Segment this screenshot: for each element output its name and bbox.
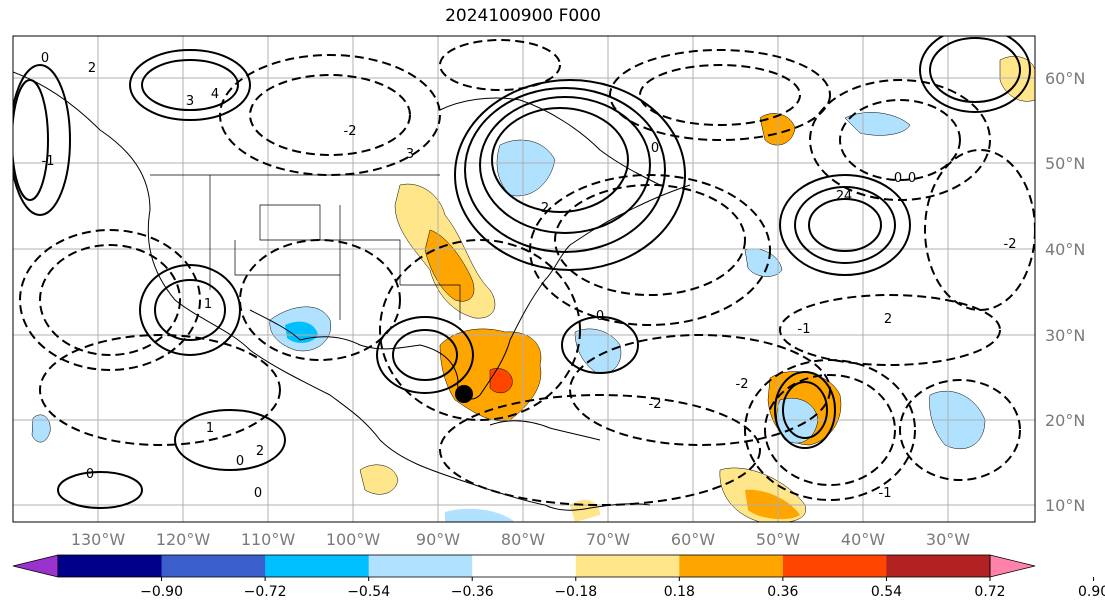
contour-label: 4 bbox=[844, 189, 852, 204]
contour-label: -1 bbox=[879, 486, 892, 501]
positive-anomaly-south-atlantic-core bbox=[745, 489, 800, 520]
storm-center-marker bbox=[455, 385, 473, 403]
contour-label: 0 bbox=[894, 171, 902, 186]
colorbar-extend-low bbox=[12, 554, 59, 578]
contour-label: 0 bbox=[86, 467, 94, 482]
positive-anomaly-florida bbox=[489, 368, 513, 394]
contour-label: 3 bbox=[186, 94, 194, 109]
colorbar-segment bbox=[575, 555, 680, 577]
longitude-label: 90°W bbox=[416, 530, 460, 549]
longitude-label: 50°W bbox=[756, 530, 800, 549]
positive-anomaly-ohio-core bbox=[424, 229, 475, 302]
colorbar-tick-label: 0.36 bbox=[767, 584, 798, 600]
colorbar-segment bbox=[161, 555, 266, 577]
contour-label: -2 bbox=[649, 397, 662, 412]
latitude-label: 30°N bbox=[1045, 326, 1085, 345]
colorbar-segment bbox=[368, 555, 473, 577]
latitude-label: 60°N bbox=[1045, 69, 1085, 88]
colorbar-tick-label: −0.90 bbox=[140, 584, 183, 600]
colorbar-segment bbox=[58, 555, 163, 577]
longitude-label: 80°W bbox=[501, 530, 545, 549]
longitude-label: 130°W bbox=[71, 530, 126, 549]
colorbar-segment bbox=[472, 555, 577, 577]
colorbar-segment bbox=[886, 555, 991, 577]
negative-anomaly-north-atlantic bbox=[844, 112, 911, 136]
longitude-label: 120°W bbox=[156, 530, 211, 549]
negative-anomaly-mid-atlantic bbox=[744, 248, 783, 277]
contour-label: 2 bbox=[541, 201, 549, 216]
contour-label: 0 bbox=[651, 141, 659, 156]
colorbar-tick-label: −0.18 bbox=[554, 584, 597, 600]
map-frame bbox=[12, 35, 1036, 523]
colorbar-tick-label: −0.54 bbox=[347, 584, 390, 600]
colorbar-tick-label: 0.72 bbox=[974, 584, 1005, 600]
contour-label: -2 bbox=[1004, 237, 1017, 252]
contour-label: 0 bbox=[596, 309, 604, 324]
colorbar-segment bbox=[782, 555, 887, 577]
colorbar-outline bbox=[57, 554, 991, 578]
colorbar-segment bbox=[265, 555, 370, 577]
contour-label: 1 bbox=[204, 297, 212, 312]
latitude-label: 20°N bbox=[1045, 411, 1085, 430]
colorbar-tick-label: 0.54 bbox=[871, 584, 902, 600]
contour-label: -2 bbox=[736, 377, 749, 392]
longitude-label: 70°W bbox=[586, 530, 630, 549]
contour-label: 3 bbox=[406, 147, 414, 162]
latitude-label: 40°N bbox=[1045, 240, 1085, 259]
contours-positive bbox=[13, 36, 1031, 509]
contour-label: 2 bbox=[884, 312, 892, 327]
negative-anomaly-central-atlantic bbox=[574, 328, 622, 374]
latitude-labels: 60°N 50°N 40°N 30°N 20°N 10°N bbox=[1045, 69, 1085, 515]
longitude-label: 60°W bbox=[671, 530, 715, 549]
colorbar: −0.90 −0.72 −0.54 −0.36 −0.18 0.18 0.36 0.54 0.7… bbox=[12, 554, 1105, 600]
longitude-label: 100°W bbox=[326, 530, 381, 549]
contour-label: 2 bbox=[88, 61, 96, 76]
longitude-label: 40°W bbox=[841, 530, 885, 549]
colorbar-tick-label: −0.36 bbox=[451, 584, 494, 600]
contour-label: 2 bbox=[256, 444, 264, 459]
contours-negative bbox=[19, 39, 1035, 506]
contour-label: 0 bbox=[236, 454, 244, 469]
contour-label: 1 bbox=[206, 421, 214, 436]
contour-label: -2 bbox=[344, 124, 357, 139]
longitude-labels: 130°W 120°W 110°W 100°W 90°W 80°W 70°W 60°W 50°W… bbox=[71, 530, 970, 549]
state-borders bbox=[150, 174, 461, 320]
latitude-label: 50°N bbox=[1045, 154, 1085, 173]
map-title: 2024100900 F000 bbox=[445, 6, 601, 26]
negative-anomaly-caribbean bbox=[445, 508, 515, 522]
colorbar-tick-label: 0.90 bbox=[1078, 584, 1105, 600]
colorbar-tick-label: −0.72 bbox=[244, 584, 287, 600]
contour-label: -1 bbox=[42, 154, 55, 169]
colorbar-segment bbox=[679, 555, 784, 577]
longitude-label: 110°W bbox=[241, 530, 296, 549]
colorbar-extend-high bbox=[989, 554, 1036, 578]
longitude-label: 30°W bbox=[926, 530, 970, 549]
colorbar-tick-label: 0.18 bbox=[664, 584, 695, 600]
positive-anomaly-mexico-coast bbox=[359, 464, 399, 495]
contour-label: 0 bbox=[41, 51, 49, 66]
contour-label: 4 bbox=[211, 87, 219, 102]
contour-label: -1 bbox=[798, 322, 811, 337]
latitude-label: 10°N bbox=[1045, 496, 1085, 515]
contour-label: 0 bbox=[908, 171, 916, 186]
contour-label: 2 bbox=[836, 189, 844, 204]
negative-anomaly-hudson bbox=[496, 139, 556, 197]
contour-label: 0 bbox=[254, 486, 262, 501]
negative-anomaly-pacific bbox=[31, 414, 51, 443]
